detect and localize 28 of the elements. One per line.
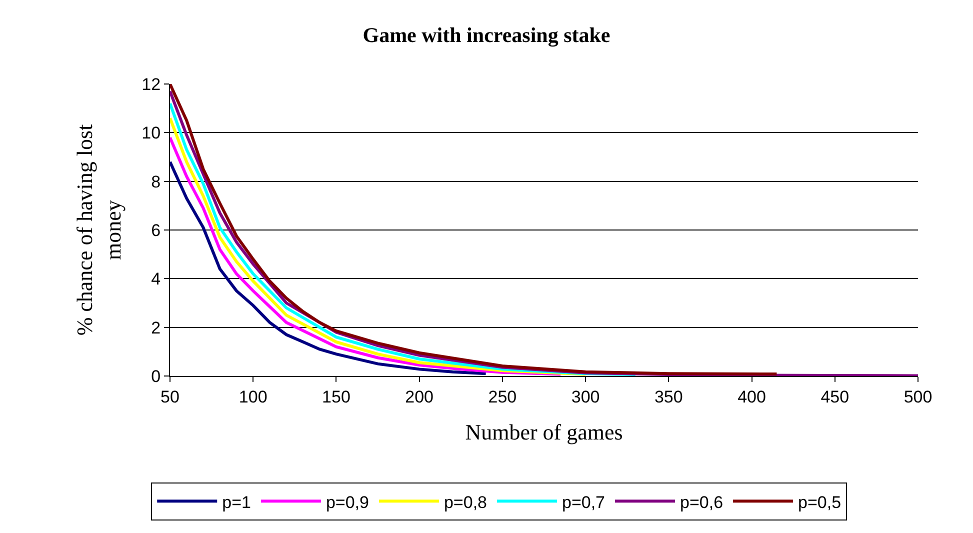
chart-title: Game with increasing stake [362, 22, 610, 47]
legend-label: p=0,5 [798, 492, 842, 512]
x-tick-label: 350 [654, 387, 683, 406]
legend-label: p=0,9 [326, 492, 369, 512]
x-axis-title: Number of games [465, 419, 623, 444]
y-tick-label: 12 [142, 74, 161, 94]
y-axis-title: % chance of having lost money [72, 124, 126, 336]
legend-label: p=0,8 [444, 492, 487, 512]
x-tick-label: 400 [738, 387, 766, 406]
y-tick-label: 4 [151, 270, 161, 289]
x-tick-label: 500 [904, 387, 932, 406]
x-tick-label: 200 [405, 387, 434, 406]
x-tick-label: 150 [322, 387, 350, 406]
x-tick-label: 100 [238, 387, 268, 406]
legend-label: p=0,6 [680, 492, 724, 512]
y-tick-label: 10 [142, 124, 161, 143]
line-series [170, 160, 488, 376]
y-tick-label: 0 [151, 366, 161, 386]
x-tick-label: 250 [488, 387, 517, 406]
x-tick-label: 450 [820, 387, 850, 406]
x-tick-label: 50 [160, 387, 180, 406]
legend-label: p=1 [222, 492, 251, 512]
y-tick-label: 8 [151, 172, 161, 192]
x-tick-label: 300 [571, 387, 600, 406]
y-tick-label: 2 [151, 318, 161, 338]
legend-label: p=0,7 [562, 492, 606, 512]
line-series [170, 84, 778, 376]
y-tick-label: 6 [151, 220, 161, 240]
